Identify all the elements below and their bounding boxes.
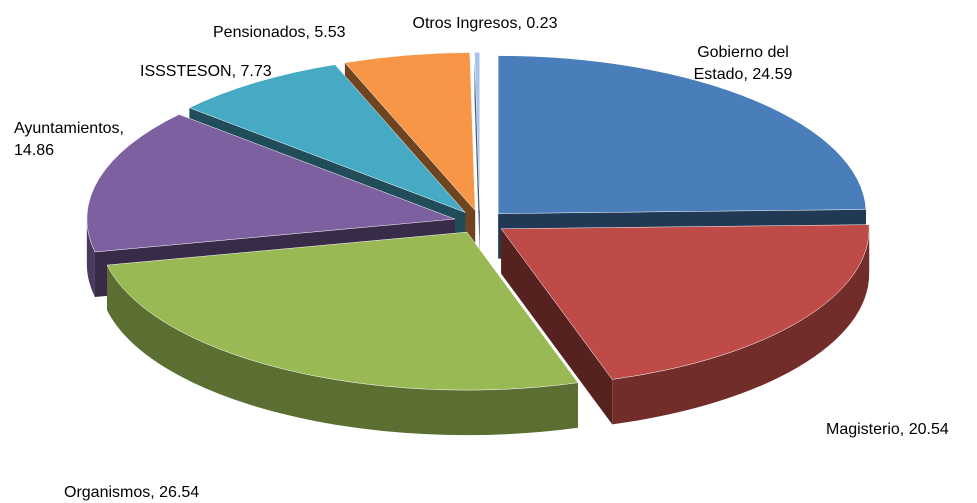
slice-wall — [612, 228, 870, 425]
data-label: Gobierno del Estado, 24.59 — [693, 44, 793, 83]
pie-slice — [344, 52, 476, 212]
pie-slice — [497, 55, 867, 214]
pie-slice — [188, 64, 466, 213]
data-label: Otros Ingresos, 0.23 — [412, 15, 558, 32]
data-label: Pensionados, 5.53 — [213, 24, 346, 41]
pie-slice — [500, 224, 870, 380]
data-label: ISSSTESON, 7.73 — [140, 63, 272, 80]
slice-wall — [107, 265, 578, 436]
slice-wall — [86, 219, 95, 297]
slice-side — [474, 52, 480, 256]
pie-slice — [474, 52, 481, 211]
pie-slice — [106, 231, 579, 391]
data-label: Ayuntamientos, 14.86 — [14, 120, 124, 159]
data-label: Organismos, 26.54 — [64, 484, 200, 501]
data-label: Magisterio, 20.54 — [826, 421, 949, 438]
pie-slice — [86, 114, 455, 253]
slice-side — [501, 228, 613, 425]
